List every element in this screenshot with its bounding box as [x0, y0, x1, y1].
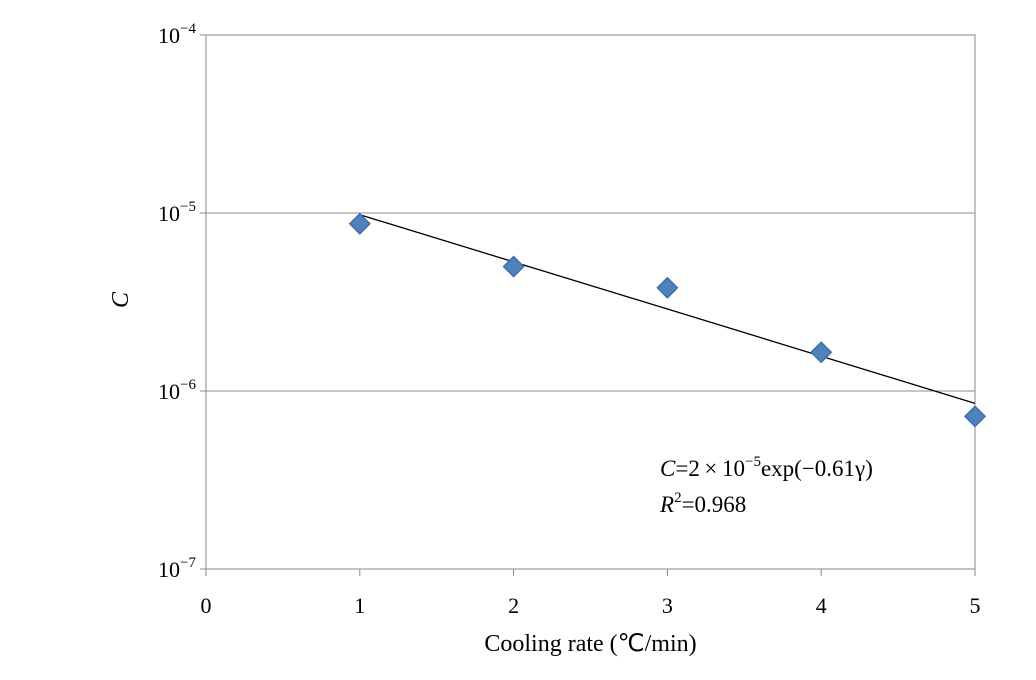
x-tick-label: 4 [816, 593, 827, 618]
data-point [810, 341, 833, 364]
y-tick-label: 10−5 [158, 199, 196, 226]
x-tick-label: 1 [354, 593, 365, 618]
fit-equation: C=2 × 10−5exp(−0.61γ) [660, 454, 873, 481]
x-tick-label: 2 [508, 593, 519, 618]
y-tick-exponent: −5 [180, 199, 196, 215]
x-tick-label: 3 [662, 593, 673, 618]
data-point [348, 212, 371, 235]
y-tick-exponent: −7 [180, 555, 196, 571]
fit-equation-coefficient: =2 × 10 [675, 456, 745, 481]
x-axis-ticks: 0 1 2 3 4 5 [201, 569, 981, 618]
y-tick-label: 10−7 [158, 555, 196, 582]
fit-equation-exponent: −5 [745, 454, 761, 470]
y-tick-exponent: −6 [180, 377, 196, 393]
fit-equation-variable: C [660, 456, 676, 481]
trendline [359, 214, 976, 404]
gridlines [206, 212, 975, 392]
r-squared-superscript: 2 [674, 490, 682, 506]
y-tick-base: 10 [158, 379, 180, 404]
y-tick-label: 10−4 [158, 21, 196, 48]
y-tick-base: 10 [158, 23, 180, 48]
y-tick-exponent: −4 [180, 21, 196, 37]
y-axis-label: C [108, 291, 134, 308]
plot-area-frame [205, 34, 976, 570]
x-tick-label: 0 [201, 593, 212, 618]
y-axis-ticks: 10−410−510−610−7 [158, 21, 206, 582]
r-squared-symbol: R [659, 492, 674, 517]
fit-equation-tail: exp(−0.61γ) [761, 456, 873, 481]
x-tick-label: 5 [970, 593, 981, 618]
r-squared-value: =0.968 [682, 492, 747, 517]
x-axis-label: Cooling rate (℃/min) [484, 631, 696, 657]
y-tick-base: 10 [158, 201, 180, 226]
data-point [963, 405, 987, 428]
y-tick-label: 10−6 [158, 377, 196, 404]
data-points [348, 212, 987, 428]
data-point [656, 276, 679, 299]
r-squared: R2=0.968 [659, 490, 746, 517]
data-point [502, 255, 525, 278]
y-tick-base: 10 [158, 557, 180, 582]
